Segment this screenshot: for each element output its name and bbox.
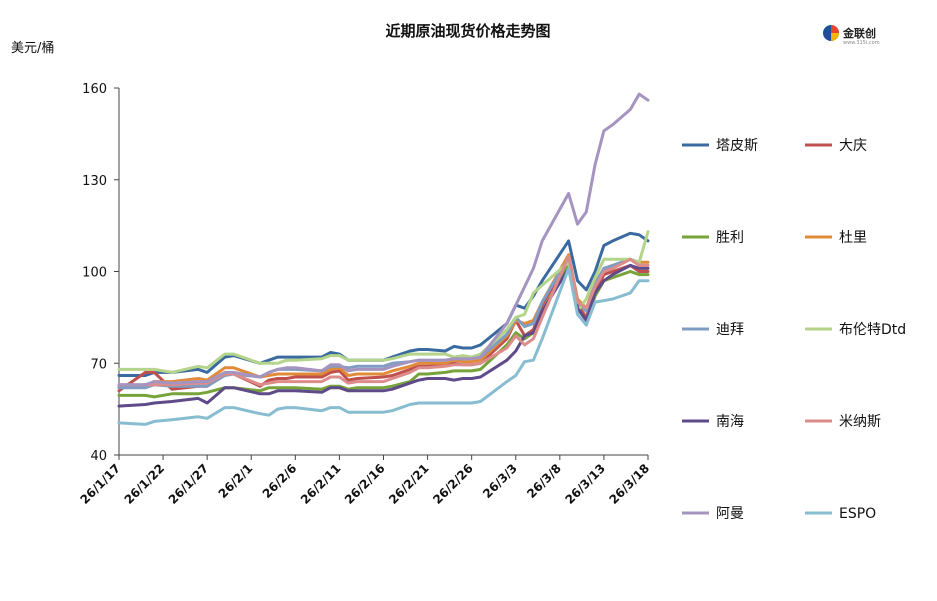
series-layer	[117, 92, 650, 426]
legend-label: ESPO	[839, 506, 876, 522]
legend-item: 米纳斯	[805, 414, 881, 430]
chart-title: 近期原油现货价格走势图	[385, 22, 550, 40]
x-tick-label: 26/1/22	[122, 461, 168, 507]
x-tick-label: 26/3/13	[562, 461, 608, 507]
logo-text: 金联创	[842, 26, 876, 40]
logo-subtext: www.315i.com	[843, 40, 880, 46]
legend-label: 迪拜	[716, 322, 744, 338]
series-line-6	[117, 230, 650, 374]
legend-item: 塔皮斯	[682, 138, 758, 154]
legend-item: 大庆	[805, 138, 867, 154]
legend-label: 阿曼	[716, 506, 744, 522]
y-tick-label: 130	[82, 174, 107, 189]
x-tick-label: 26/2/16	[342, 461, 388, 507]
x-tick-label: 26/1/27	[166, 461, 212, 507]
brand-logo: 金联创 www.315i.com	[823, 25, 880, 46]
x-tick-label: 26/2/21	[386, 461, 432, 507]
legend-item: 布伦特Dtd	[805, 322, 906, 338]
series-line-1	[117, 231, 650, 377]
legend-label: 塔皮斯	[716, 138, 758, 154]
legend-item: 胜利	[682, 230, 744, 246]
x-tick-label: 26/3/3	[480, 461, 520, 501]
series-line-4	[117, 253, 650, 388]
x-tick-label: 26/3/8	[524, 461, 564, 501]
logo-mark-icon	[823, 25, 839, 41]
y-tick-label: 40	[90, 449, 107, 464]
series-line-7	[117, 263, 650, 408]
y-tick-label: 70	[90, 357, 107, 372]
legend-label: 大庆	[839, 138, 867, 154]
legend-item: ESPO	[805, 506, 876, 522]
legend-item: 南海	[682, 414, 744, 430]
legend-label: 南海	[716, 414, 744, 430]
series-line-9	[117, 92, 650, 387]
legend-item: 阿曼	[682, 506, 744, 522]
x-tick-label: 26/2/26	[430, 461, 476, 507]
y-tick-label: 160	[82, 82, 107, 97]
x-tick-label: 26/1/17	[78, 461, 124, 507]
legend-label: 胜利	[716, 230, 744, 246]
series-line-8	[117, 254, 650, 387]
legend-label: 布伦特Dtd	[839, 322, 906, 338]
x-tick-label: 26/3/18	[607, 461, 653, 507]
y-axis-unit-label: 美元/桶	[11, 41, 54, 56]
series-line-2	[117, 257, 650, 393]
legend-label: 米纳斯	[839, 414, 881, 430]
y-tick-label: 100	[82, 266, 107, 281]
x-tick-label: 26/2/1	[216, 461, 256, 501]
legend-item: 迪拜	[682, 322, 744, 338]
x-tick-label: 26/2/11	[298, 461, 344, 507]
x-tick-label: 26/2/6	[260, 461, 300, 501]
legend-item: 杜里	[805, 230, 867, 246]
legend-label: 杜里	[839, 230, 867, 246]
series-line-10	[117, 266, 650, 426]
